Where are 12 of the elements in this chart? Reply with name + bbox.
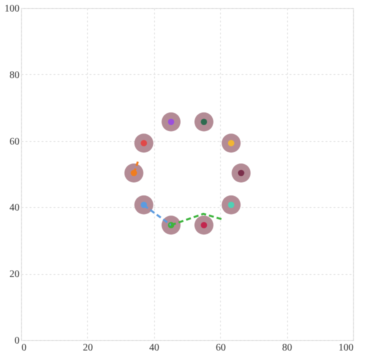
x-tick-label: 80 (282, 342, 292, 354)
x-tick-label: 40 (149, 342, 160, 354)
y-tick-label: 0 (14, 336, 20, 346)
x-tick-label: 20 (82, 342, 93, 354)
y-tick-label: 60 (10, 136, 20, 148)
x-tick-label: 100 (338, 342, 354, 354)
y-tick-label: 100 (4, 4, 20, 14)
y-tick-label: 80 (10, 70, 20, 81)
x-tick-label: 60 (216, 342, 226, 354)
y-tick-label: 40 (10, 202, 20, 214)
x-tick-label: 0 (22, 342, 26, 354)
y-tick-label: 20 (10, 269, 20, 280)
